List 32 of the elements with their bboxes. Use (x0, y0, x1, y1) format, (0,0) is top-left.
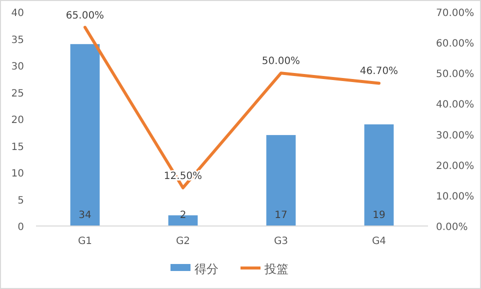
data-label: 65.00% (66, 10, 104, 22)
y-tick-label: 15 (11, 142, 24, 153)
bar (364, 124, 394, 226)
y-tick-label: 35 (11, 34, 24, 46)
data-label: 17 (274, 210, 288, 221)
data-label: 19 (372, 210, 386, 221)
y2-tick-label: 30.00% (436, 130, 474, 142)
data-label: 46.70% (360, 66, 398, 78)
y-tick-label: 20 (11, 115, 24, 126)
legend-label: 得分 (194, 262, 218, 276)
y-tick-label: 10 (11, 168, 24, 180)
x-tick-label: G2 (176, 236, 190, 247)
y2-tick-label: 40.00% (436, 100, 474, 111)
y-tick-label: 5 (18, 195, 24, 206)
y-tick-label: 40 (11, 8, 24, 19)
y2-tick-label: 10.00% (436, 191, 474, 202)
bar (266, 135, 296, 226)
y2-tick-label: 0.00% (436, 222, 468, 233)
data-label: 34 (78, 210, 92, 221)
y2-tick-label: 50.00% (436, 69, 474, 80)
y-tick-label: 0 (18, 222, 24, 233)
y2-tick-label: 20.00% (436, 160, 474, 172)
y-tick-label: 25 (11, 88, 24, 100)
bar (70, 44, 100, 226)
y2-tick-label: 60.00% (436, 38, 474, 50)
legend-label: 投篮 (264, 262, 288, 276)
x-tick-label: G1 (78, 236, 92, 247)
data-label: 50.00% (262, 56, 300, 68)
x-tick-label: G4 (372, 236, 386, 247)
x-tick-label: G3 (274, 236, 288, 247)
y2-tick-label: 70.00% (436, 8, 474, 19)
y-tick-label: 30 (11, 62, 24, 72)
